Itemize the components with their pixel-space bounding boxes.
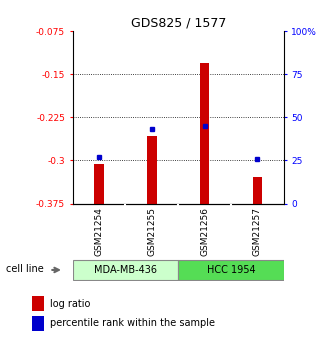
- Bar: [147, 136, 156, 204]
- Text: cell line: cell line: [6, 264, 44, 274]
- Bar: [32, 316, 44, 331]
- Text: log ratio: log ratio: [50, 299, 90, 308]
- Bar: [94, 165, 104, 204]
- Text: HCC 1954: HCC 1954: [207, 265, 255, 275]
- Bar: [73, 260, 178, 280]
- Text: GSM21257: GSM21257: [253, 207, 262, 256]
- Bar: [253, 177, 262, 204]
- Text: GSM21256: GSM21256: [200, 207, 209, 256]
- Text: GSM21254: GSM21254: [94, 207, 104, 256]
- Bar: [178, 260, 284, 280]
- Bar: [200, 63, 209, 204]
- Bar: [32, 296, 44, 310]
- Text: GSM21255: GSM21255: [147, 207, 156, 256]
- Title: GDS825 / 1577: GDS825 / 1577: [130, 17, 226, 30]
- Text: percentile rank within the sample: percentile rank within the sample: [50, 318, 214, 328]
- Text: MDA-MB-436: MDA-MB-436: [94, 265, 157, 275]
